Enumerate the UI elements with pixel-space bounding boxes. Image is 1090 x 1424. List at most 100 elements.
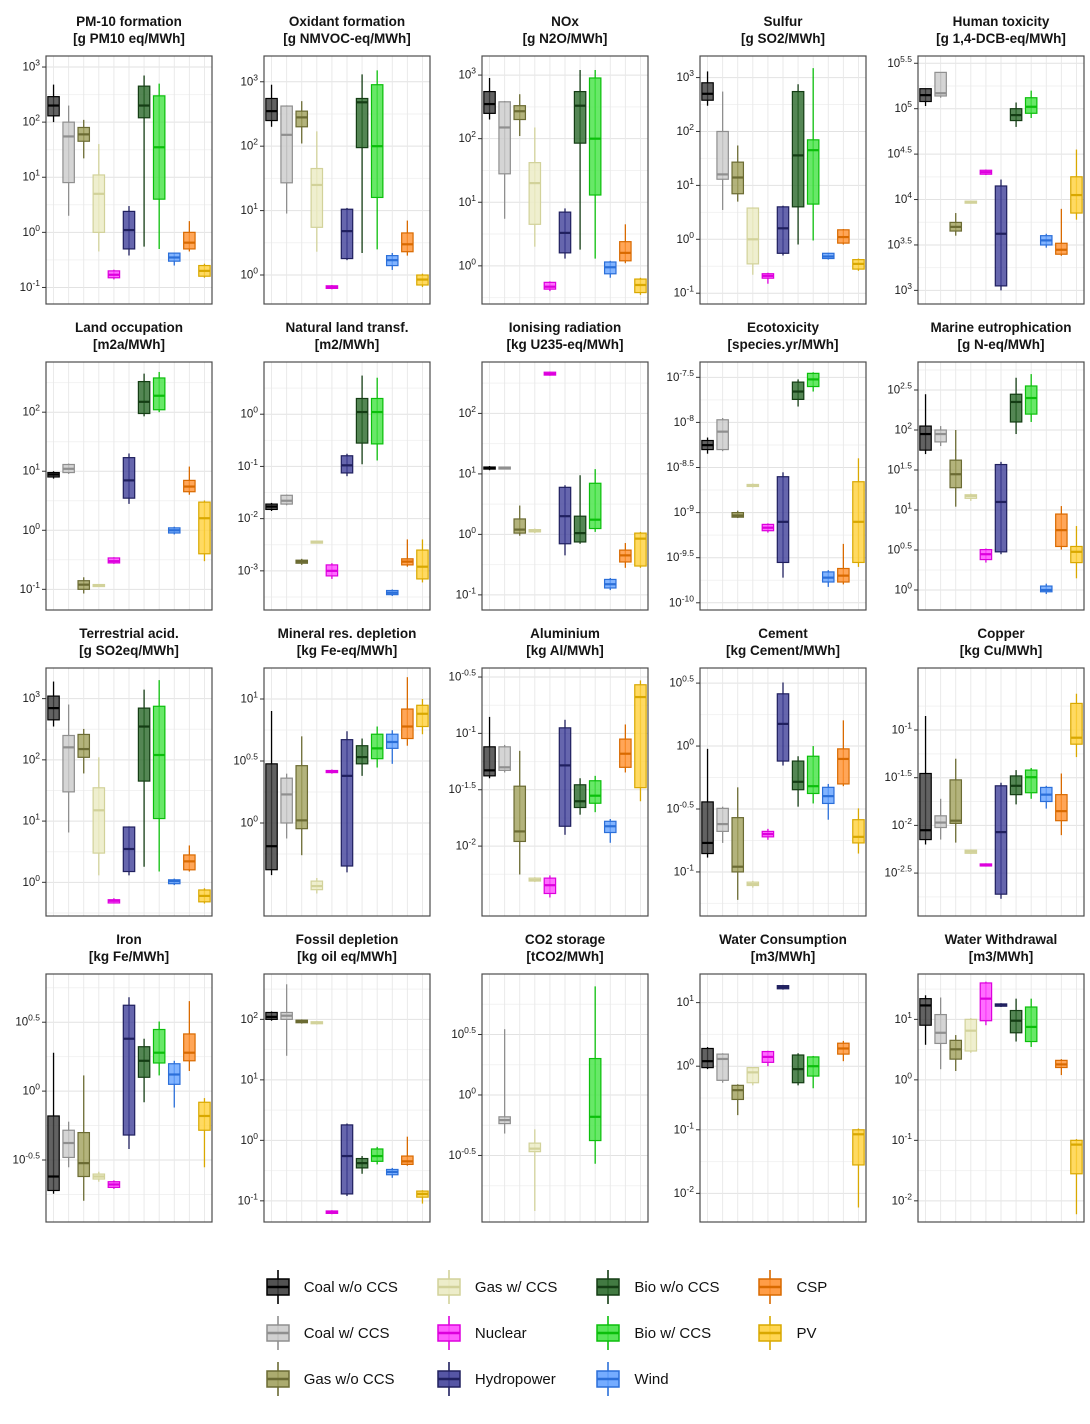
y-tick-label: 101: [894, 501, 912, 517]
box-bio-w-o-ccs: [573, 70, 587, 250]
y-tick-label: 100: [458, 1085, 476, 1101]
y-tick-label: 105.5: [887, 54, 912, 70]
box-pv: [1070, 526, 1083, 579]
box-hydropower: [122, 826, 136, 876]
y-tick-label: 10-0.5: [667, 799, 695, 815]
legend-label: Nuclear: [474, 1324, 527, 1342]
box-wind: [167, 1060, 181, 1108]
legend-item-nuclear: Nuclear: [434, 1310, 558, 1356]
panel-ionising-radiation: Ionising radiation [kg U235-eq/MWh] 10-1 10…: [436, 312, 654, 618]
box-bio-w-o-ccs: [355, 738, 369, 776]
panel-title: Marine eutrophication [g N-eq/MWh]: [912, 320, 1090, 354]
box-gas-w-ccs: [310, 878, 324, 894]
box-gas-w-o-ccs: [731, 787, 745, 900]
box-wind: [167, 526, 181, 535]
y-tick-label: 100: [22, 521, 40, 537]
y-tick-label: 10-2: [238, 509, 259, 525]
panel-title: Fossil depletion [kg oil eq/MWh]: [258, 932, 436, 966]
panel-cement: Cement [kg Cement/MWh] 10-1 10-0.5 100 100.5: [654, 618, 872, 924]
y-tick-label: 100.5: [451, 1025, 476, 1041]
box-bio-w-o-ccs: [137, 1038, 151, 1103]
box-coal-w-ccs: [716, 1053, 729, 1083]
box-coal-w-o-ccs: [701, 71, 714, 106]
box-bio-w-o-ccs: [791, 1053, 805, 1086]
y-tick-label: 10-7.5: [667, 368, 695, 384]
box-gas-w-ccs: [528, 1129, 542, 1211]
box-hydropower: [340, 207, 354, 261]
y-tick-label: 101: [22, 462, 40, 478]
panel-human-toxicity: Human toxicity [g 1,4-DCB-eq/MWh] 103 103.5…: [872, 6, 1090, 312]
y-tick-label: 102: [894, 421, 912, 437]
box-nuclear: [325, 284, 339, 290]
legend-label: Coal w/ CCS: [303, 1324, 390, 1342]
box-gas-w-o-ccs: [295, 1019, 309, 1024]
box-nuclear: [325, 563, 339, 579]
box-gas-w-o-ccs: [77, 119, 91, 159]
panel-unit-text: [m3/MWh]: [968, 948, 1034, 964]
box-coal-w-o-ccs: [47, 681, 60, 727]
y-tick-label: 102: [240, 1010, 258, 1026]
y-tick-label: 100: [676, 230, 694, 246]
box-gas-w-ccs: [964, 493, 978, 501]
panel-aluminium: Aluminium [kg Al/MWh] 10-2 10-1.5 10-1 10-0.5: [436, 618, 654, 924]
box-gas-w-ccs: [964, 1018, 978, 1053]
box-nuclear: [979, 169, 993, 176]
box-wind: [821, 783, 835, 820]
box-coal-w-o-ccs: [47, 84, 60, 123]
panel-title-text: Fossil depletion: [295, 932, 399, 947]
y-tick-label: 102: [22, 750, 40, 766]
box-coal-w-ccs: [62, 704, 75, 833]
legend-item-bio-w-o-ccs: Bio w/o CCS: [593, 1264, 719, 1310]
y-tick-label: 101: [894, 1010, 912, 1026]
y-tick-label: 101: [240, 690, 258, 706]
box-bio-w-ccs: [588, 775, 602, 813]
box-gas-w-o-ccs: [949, 213, 963, 236]
legend-label: Gas w/ CCS: [474, 1278, 558, 1296]
boxplot-canvas: 100 101 102 103: [458, 55, 649, 305]
box-gas-w-ccs: [310, 540, 324, 544]
box-bio-w-o-ccs: [137, 75, 151, 247]
box-hydropower: [558, 208, 572, 259]
panel-unit-text: [kg Cu/MWh]: [959, 642, 1043, 658]
box-wind: [821, 570, 835, 587]
box-pv: [852, 1128, 865, 1208]
box-coal-w-o-ccs: [701, 748, 714, 858]
box-gas-w-ccs: [964, 200, 978, 204]
box-gas-w-ccs: [92, 583, 106, 588]
y-tick-label: 103: [894, 281, 912, 297]
panel-land-occupation: Land occupation [m2a/MWh] 10-1 100 101 102: [0, 312, 218, 618]
y-tick-label: 100: [22, 223, 40, 239]
y-tick-label: 10-1: [238, 1191, 259, 1207]
box-gas-w-ccs: [92, 757, 106, 876]
legend-label: Hydropower: [474, 1370, 556, 1388]
box-pv: [1070, 149, 1083, 220]
y-tick-label: 100.5: [669, 674, 694, 690]
box-coal-w-ccs: [62, 105, 75, 216]
box-gas-w-o-ccs: [731, 510, 745, 519]
box-coal-w-o-ccs: [265, 711, 278, 876]
panel-title: Iron [kg Fe/MWh]: [40, 932, 218, 966]
boxplot-canvas: 10-2 10-1 100 101: [674, 973, 867, 1223]
box-coal-w-ccs: [498, 744, 511, 773]
y-tick-label: 100.5: [233, 752, 258, 768]
box-wind: [167, 878, 181, 886]
box-bio-w-ccs: [1024, 767, 1038, 799]
boxplot-glyph-icon: [437, 1270, 461, 1304]
y-tick-label: 10-1: [456, 724, 477, 740]
box-coal-w-o-ccs: [919, 995, 932, 1045]
box-gas-w-ccs: [964, 849, 978, 855]
box-bio-w-ccs: [1024, 998, 1038, 1047]
box-coal-w-ccs: [934, 997, 947, 1070]
box-wind: [603, 260, 617, 278]
box-csp: [183, 1001, 196, 1071]
box-csp: [183, 221, 196, 252]
box-bio-w-o-ccs: [573, 475, 587, 544]
box-coal-w-ccs: [280, 105, 293, 214]
y-tick-label: 102: [676, 122, 694, 138]
box-csp: [183, 845, 196, 872]
box-csp: [619, 724, 632, 773]
box-csp: [401, 1136, 414, 1166]
y-tick-label: 10-3: [238, 561, 259, 577]
box-nuclear: [761, 272, 775, 284]
box-coal-w-o-ccs: [701, 437, 714, 454]
